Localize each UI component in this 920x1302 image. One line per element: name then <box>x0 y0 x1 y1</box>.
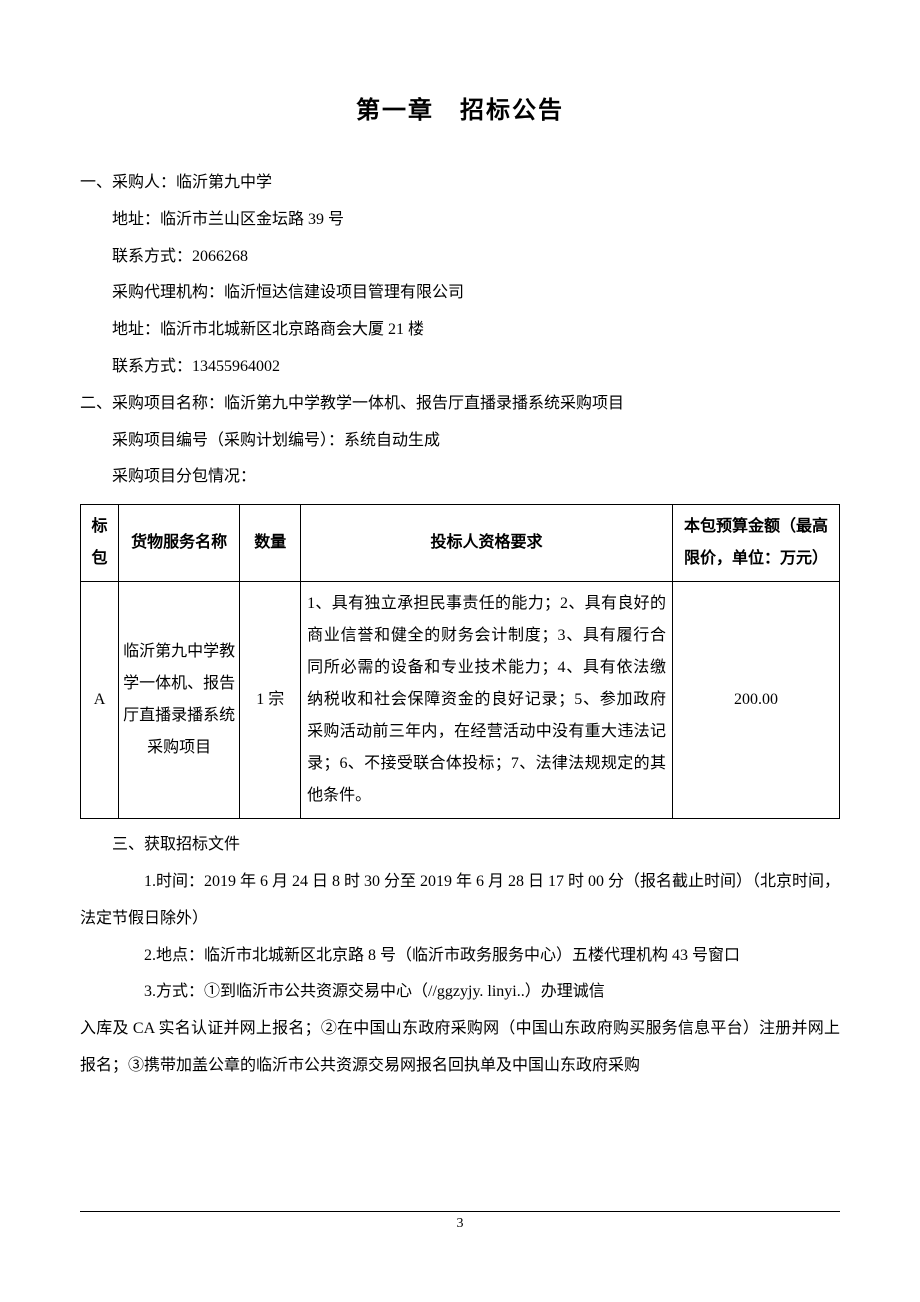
td-pkg: A <box>81 582 119 819</box>
th-qty: 数量 <box>240 505 301 582</box>
section3-heading: 三、获取招标文件 <box>80 827 840 864</box>
section1-heading: 一、采购人：临沂第九中学 <box>80 165 840 202</box>
section3-p1: 1.时间：2019 年 6 月 24 日 8 时 30 分至 2019 年 6 … <box>80 864 840 938</box>
section3-p3a: 3.方式：①到临沂市公共资源交易中心（//ggzyjy. linyi..）办理诚… <box>80 974 840 1011</box>
td-budget: 200.00 <box>673 582 840 819</box>
th-pkg: 标包 <box>81 505 119 582</box>
section1-line: 地址：临沂市兰山区金坛路 39 号 <box>80 202 840 239</box>
package-table: 标包 货物服务名称 数量 投标人资格要求 本包预算金额（最高限价，单位：万元） … <box>80 504 840 819</box>
section1-line: 联系方式：13455964002 <box>80 349 840 386</box>
td-req: 1、具有独立承担民事责任的能力；2、具有良好的商业信誉和健全的财务会计制度；3、… <box>301 582 673 819</box>
chapter-title: 第一章 招标公告 <box>80 90 840 125</box>
td-qty: 1 宗 <box>240 582 301 819</box>
table-row: A 临沂第九中学教学一体机、报告厅直播录播系统采购项目 1 宗 1、具有独立承担… <box>81 582 840 819</box>
section2-heading: 二、采购项目名称：临沂第九中学教学一体机、报告厅直播录播系统采购项目 <box>80 386 840 423</box>
section1-line: 地址：临沂市北城新区北京路商会大厦 21 楼 <box>80 312 840 349</box>
section1-line: 联系方式：2066268 <box>80 239 840 276</box>
td-name: 临沂第九中学教学一体机、报告厅直播录播系统采购项目 <box>118 582 239 819</box>
section2-line: 采购项目编号（采购计划编号）：系统自动生成 <box>80 423 840 460</box>
th-req: 投标人资格要求 <box>301 505 673 582</box>
section3-p2: 2.地点：临沂市北城新区北京路 8 号（临沂市政务服务中心）五楼代理机构 43 … <box>80 938 840 975</box>
th-name: 货物服务名称 <box>118 505 239 582</box>
section2-line: 采购项目分包情况： <box>80 459 840 496</box>
th-budget: 本包预算金额（最高限价，单位：万元） <box>673 505 840 582</box>
section1-line: 采购代理机构：临沂恒达信建设项目管理有限公司 <box>80 275 840 312</box>
table-header-row: 标包 货物服务名称 数量 投标人资格要求 本包预算金额（最高限价，单位：万元） <box>81 505 840 582</box>
page-footer: 3 <box>80 1211 840 1232</box>
section3-p3b: 入库及 CA 实名认证并网上报名；②在中国山东政府采购网（中国山东政府购买服务信… <box>80 1011 840 1085</box>
page-number: 3 <box>457 1216 464 1231</box>
